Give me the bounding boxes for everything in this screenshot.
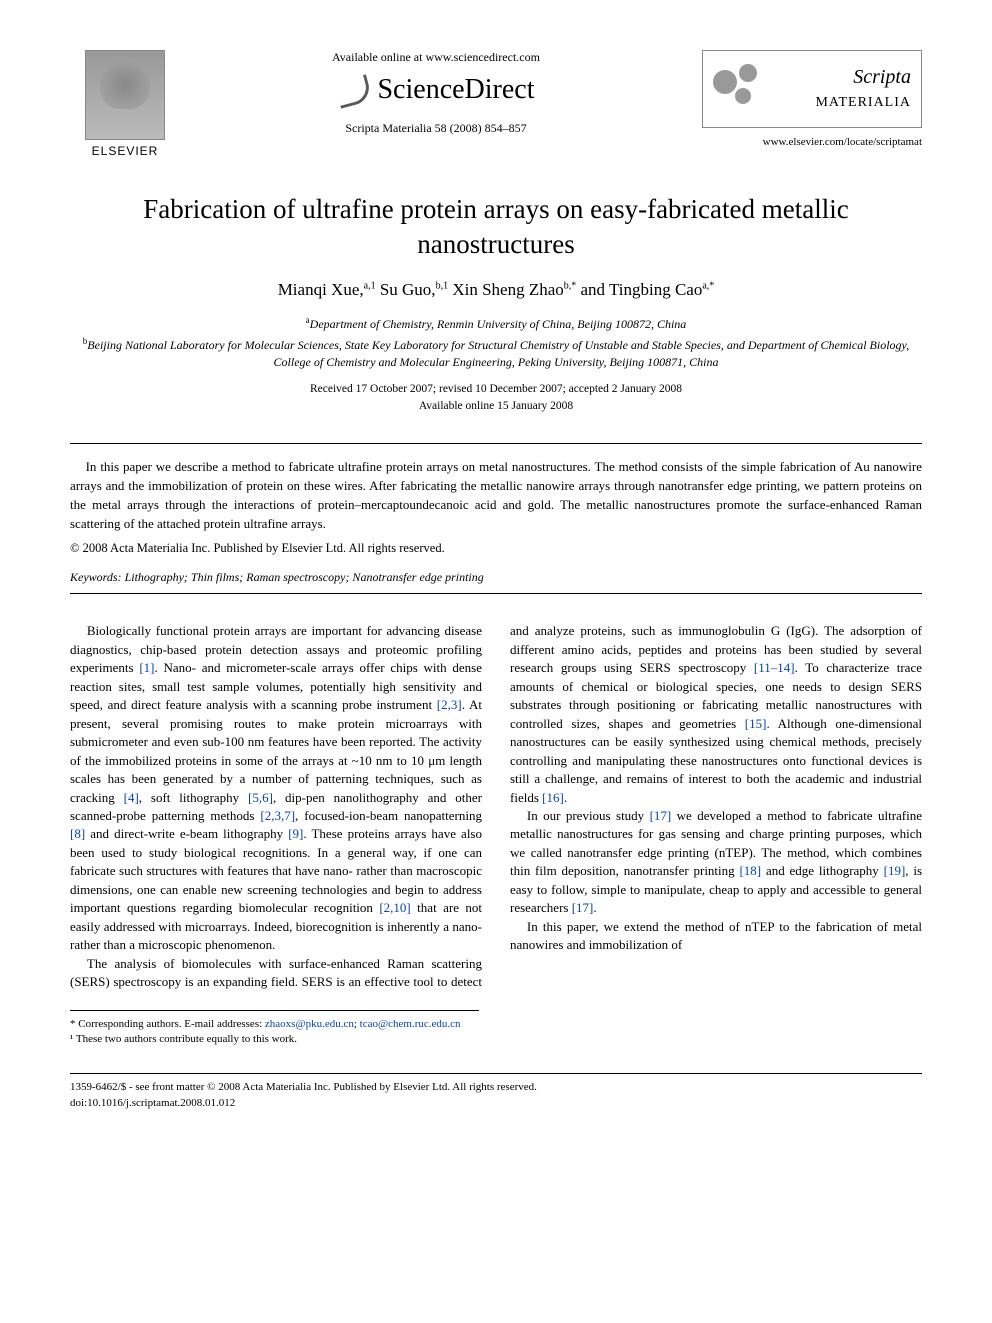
footer-doi: doi:10.1016/j.scriptamat.2008.01.012: [70, 1096, 922, 1111]
page-footer: 1359-6462/$ - see front matter © 2008 Ac…: [70, 1073, 922, 1111]
corresponding-author-note: * Corresponding authors. E-mail addresse…: [70, 1017, 479, 1032]
footnote-block: * Corresponding authors. E-mail addresse…: [70, 1010, 479, 1048]
ref-link-19[interactable]: [19]: [884, 863, 906, 878]
journal-name: Scripta MATERIALIA: [767, 66, 911, 112]
divider-bottom: [70, 593, 922, 594]
ref-link-2-3[interactable]: [2,3]: [437, 697, 462, 712]
equal-contribution-note: ¹ These two authors contribute equally t…: [70, 1032, 479, 1047]
journal-block: Scripta MATERIALIA www.elsevier.com/loca…: [692, 50, 922, 148]
affiliation: bBeijing National Laboratory for Molecul…: [70, 335, 922, 371]
keywords-values: Lithography; Thin films; Raman spectrosc…: [125, 570, 484, 584]
article-title: Fabrication of ultrafine protein arrays …: [70, 192, 922, 262]
page-header: ELSEVIER Available online at www.science…: [70, 50, 922, 158]
citation-line: Scripta Materialia 58 (2008) 854–857: [200, 121, 672, 136]
ref-link-11-14[interactable]: [11–14]: [754, 660, 795, 675]
publisher-logo-block: ELSEVIER: [70, 50, 180, 158]
available-online-text: Available online at www.sciencedirect.co…: [200, 50, 672, 65]
dates-received: Received 17 October 2007; revised 10 Dec…: [310, 383, 682, 395]
ref-link-4[interactable]: [4]: [124, 790, 139, 805]
email-link-1[interactable]: zhaoxs@pku.edu.cn: [265, 1018, 354, 1030]
ref-link-17b[interactable]: [17]: [572, 900, 594, 915]
sciencedirect-text: ScienceDirect: [377, 74, 534, 106]
sciencedirect-logo: ScienceDirect: [337, 73, 534, 107]
journal-molecules-icon: [713, 64, 759, 114]
ref-link-8[interactable]: [8]: [70, 826, 85, 841]
publisher-label: ELSEVIER: [70, 144, 180, 158]
body-para-1: Biologically functional protein arrays a…: [70, 622, 482, 954]
body-para-3: In our previous study [17] we developed …: [510, 807, 922, 918]
ref-link-16[interactable]: [16]: [542, 790, 564, 805]
ref-link-5-6[interactable]: [5,6]: [248, 790, 273, 805]
article-dates: Received 17 October 2007; revised 10 Dec…: [70, 381, 922, 416]
article-body: Biologically functional protein arrays a…: [70, 622, 922, 991]
ref-link-15[interactable]: [15]: [745, 716, 767, 731]
journal-logo-box: Scripta MATERIALIA: [702, 50, 922, 128]
affiliation: aDepartment of Chemistry, Renmin Univers…: [70, 314, 922, 333]
footer-front-matter: 1359-6462/$ - see front matter © 2008 Ac…: [70, 1080, 922, 1095]
locate-url: www.elsevier.com/locate/scriptamat: [692, 136, 922, 148]
keywords-label: Keywords:: [70, 570, 122, 584]
ref-link-17a[interactable]: [17]: [650, 808, 672, 823]
dates-online: Available online 15 January 2008: [419, 400, 573, 412]
body-para-4: In this paper, we extend the method of n…: [510, 918, 922, 955]
ref-link-2-10[interactable]: [2,10]: [379, 900, 410, 915]
ref-link-9[interactable]: [9]: [288, 826, 303, 841]
author-list: Mianqi Xue,a,1 Su Guo,b,1 Xin Sheng Zhao…: [70, 280, 922, 300]
abstract-text: In this paper we describe a method to fa…: [70, 458, 922, 533]
sciencedirect-swoosh-icon: [337, 73, 371, 107]
elsevier-tree-icon: [85, 50, 165, 140]
keywords-line: Keywords: Lithography; Thin films; Raman…: [70, 570, 922, 585]
header-center: Available online at www.sciencedirect.co…: [180, 50, 692, 136]
divider-top: [70, 443, 922, 444]
ref-link-1[interactable]: [1]: [139, 660, 154, 675]
copyright-line: © 2008 Acta Materialia Inc. Published by…: [70, 541, 922, 556]
ref-link-18[interactable]: [18]: [739, 863, 761, 878]
email-link-2[interactable]: tcao@chem.ruc.edu.cn: [360, 1018, 461, 1030]
ref-link-2-3-7[interactable]: [2,3,7]: [260, 808, 295, 823]
